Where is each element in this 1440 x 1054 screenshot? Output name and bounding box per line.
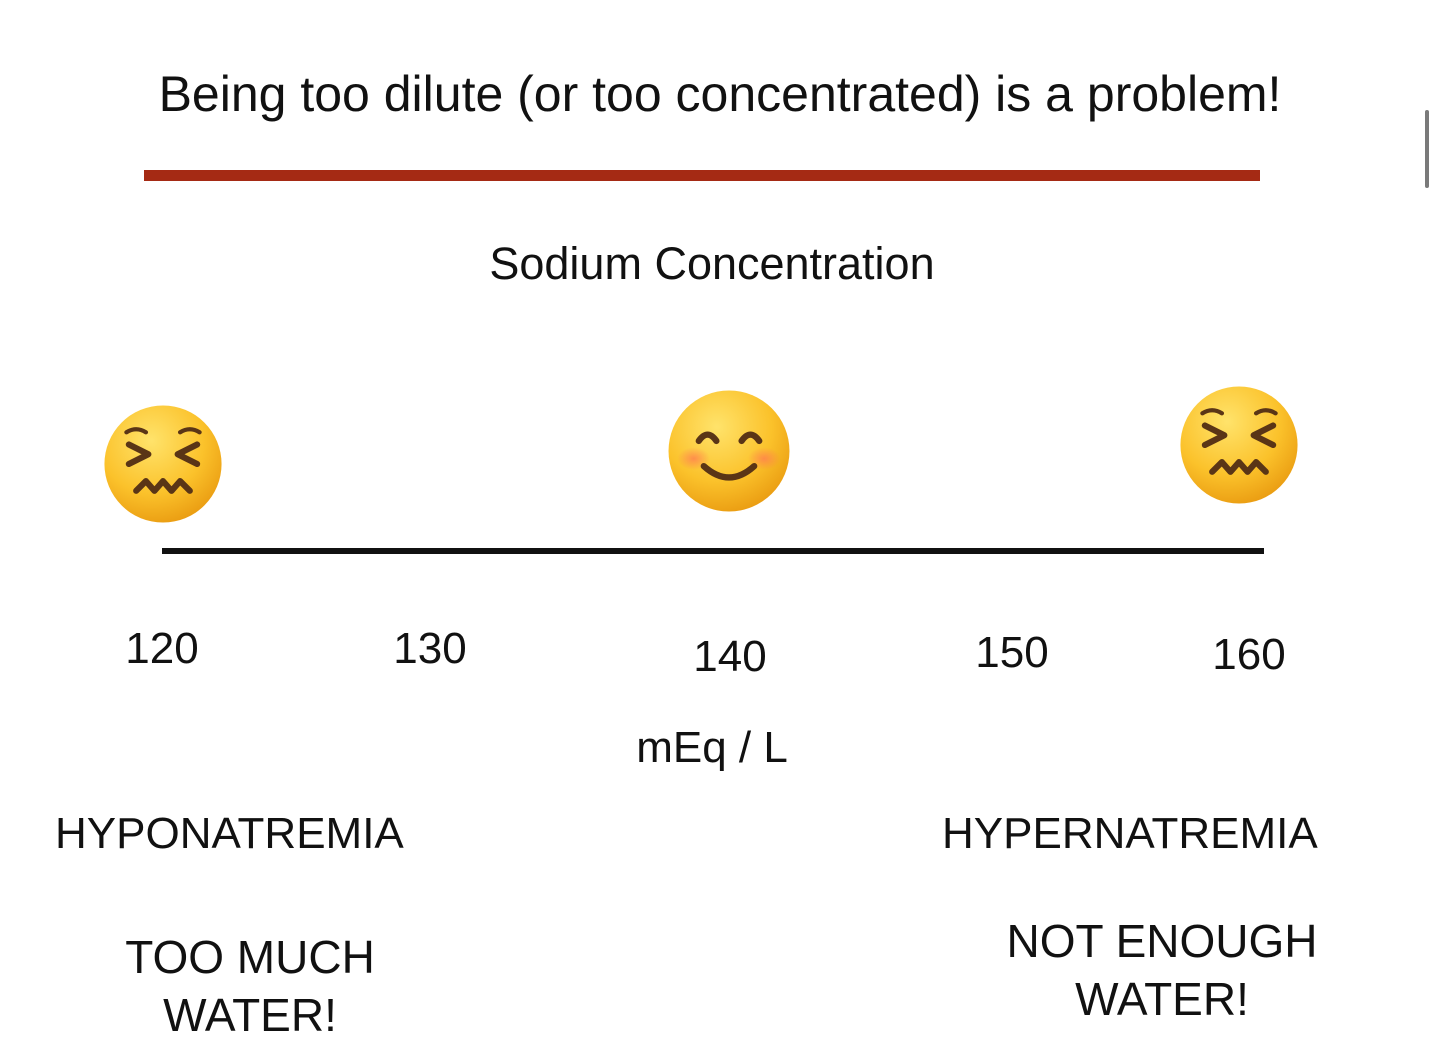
confounded-face-icon: [104, 405, 222, 523]
tick-label: 150: [975, 628, 1049, 677]
tick-label: 130: [393, 624, 467, 673]
scrollbar[interactable]: [1425, 110, 1429, 188]
slide-title: Being too dilute (or too concentrated) i…: [158, 66, 1282, 122]
hypernatremia-description: NOT ENOUGH WATER!: [972, 912, 1352, 1028]
description-line: NOT ENOUGH: [1006, 915, 1318, 967]
hypernatremia-label: HYPERNATREMIA: [942, 809, 1318, 858]
smiling-face-icon: [668, 390, 790, 512]
hyponatremia-label: HYPONATREMIA: [55, 809, 404, 858]
tick-label: 160: [1212, 630, 1286, 679]
description-line: WATER!: [163, 989, 337, 1041]
confounded-face-icon: [1180, 386, 1298, 504]
description-line: WATER!: [1075, 973, 1249, 1025]
scale-title: Sodium Concentration: [489, 238, 935, 289]
unit-label: mEq / L: [636, 723, 788, 772]
scale-axis-line: [162, 548, 1264, 554]
title-divider: [144, 170, 1260, 181]
description-line: TOO MUCH: [125, 931, 375, 983]
tick-label: 140: [693, 632, 767, 681]
tick-label: 120: [125, 624, 199, 673]
hyponatremia-description: TOO MUCH WATER!: [90, 928, 410, 1044]
